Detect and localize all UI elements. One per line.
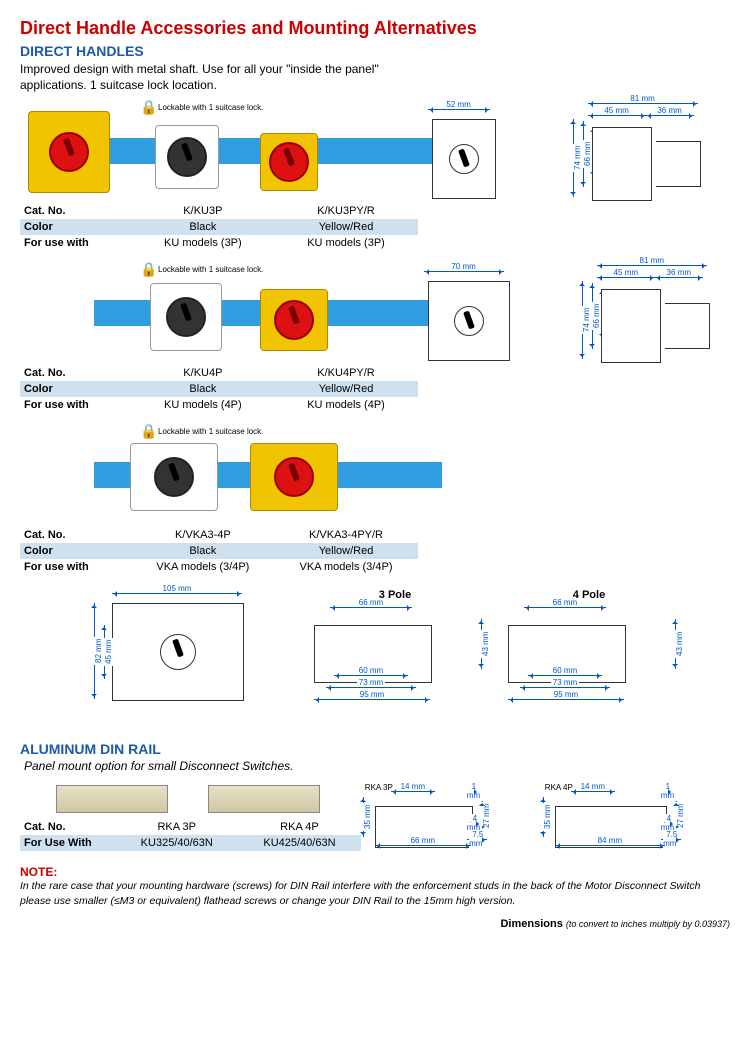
spec-table-1: Cat. No.K/KU3PK/KU3PY/R ColorBlackYellow… (20, 203, 418, 251)
product-photo-black (150, 283, 222, 351)
group-3: 🔒 Lockable with 1 suitcase lock. Cat. No… (20, 427, 730, 575)
note-heading: NOTE: (20, 865, 730, 879)
lock-icon: 🔒 (140, 99, 157, 116)
bottom-dims-row: 105 mm 82 mm 45 mm 3 Pole 66 mm 43 mm 60… (90, 589, 730, 705)
lock-label: Lockable with 1 suitcase lock. (158, 427, 263, 436)
lock-icon: 🔒 (140, 423, 157, 440)
lock-icon: 🔒 (140, 261, 157, 278)
din-rail-heading: ALUMINUM DIN RAIL (20, 741, 730, 757)
rail-photo-1 (56, 785, 168, 813)
product-photo-yellow (250, 443, 338, 511)
dim-front-1: 52 mm 45 mm 66 mm 74 mm (418, 103, 572, 203)
spec-table-2: Cat. No.K/KU4PK/KU4PY/R ColorBlackYellow… (20, 365, 418, 413)
lock-label: Lockable with 1 suitcase lock. (158, 265, 263, 274)
footer-dimensions: Dimensions (to convert to inches multipl… (20, 918, 730, 930)
lock-label: Lockable with 1 suitcase lock. (158, 103, 263, 112)
rail-photo-2 (208, 785, 320, 813)
din-rail-section: ALUMINUM DIN RAIL Panel mount option for… (20, 741, 730, 851)
product-photo-yellow (28, 111, 110, 193)
group-1: 🔒 Lockable with 1 suitcase lock. Cat. No… (20, 103, 730, 251)
dim-side-2: 81 mm 45 mm 36 mm (593, 265, 730, 367)
note-body: In the rare case that your mounting hard… (20, 879, 730, 907)
din-spec-table: Cat. No.RKA 3PRKA 4P For Use WithKU325/4… (20, 819, 361, 851)
product-photo-yellow (260, 289, 328, 351)
dim-front-2: 70 mm 45 mm 66 mm 74 mm (418, 265, 581, 365)
dim-side-1: 81 mm 45 mm 36 mm (584, 103, 722, 205)
product-photo-yellow-small (260, 133, 318, 191)
direct-handles-intro: Improved design with metal shaft. Use fo… (20, 61, 380, 93)
din-rail-intro: Panel mount option for small Disconnect … (24, 759, 730, 773)
page-title: Direct Handle Accessories and Mounting A… (20, 18, 730, 39)
product-photo-black (130, 443, 218, 511)
group-2: 🔒 Lockable with 1 suitcase lock. Cat. No… (20, 265, 730, 413)
product-photo-black (155, 125, 219, 189)
spec-table-3: Cat. No.K/VKA3-4PK/VKA3-4PY/R ColorBlack… (20, 527, 418, 575)
direct-handles-heading: DIRECT HANDLES (20, 43, 730, 59)
